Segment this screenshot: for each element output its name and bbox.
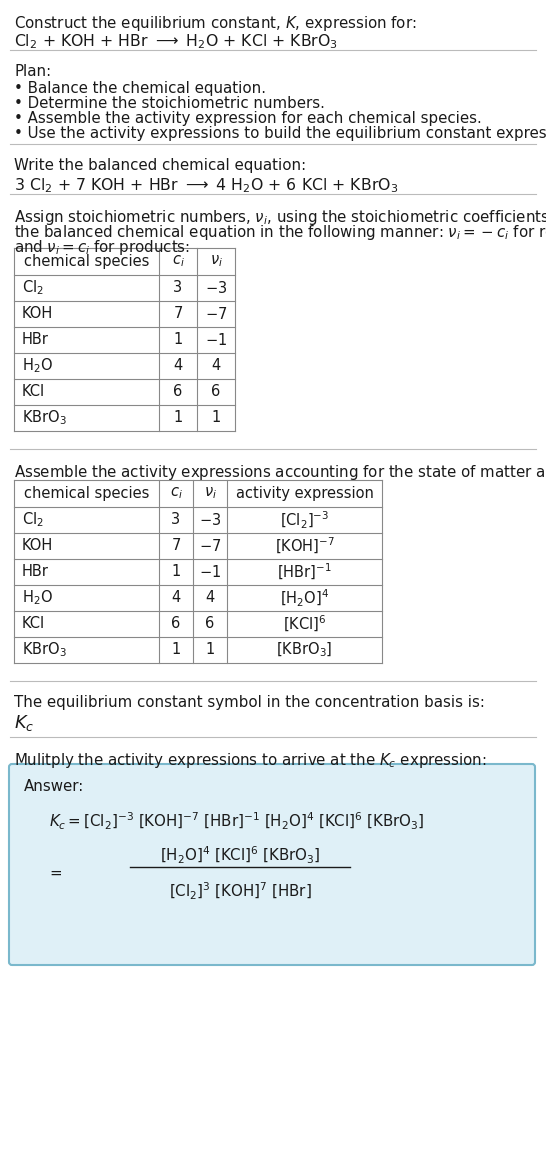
Text: Plan:: Plan: (14, 64, 51, 79)
Text: $c_i$: $c_i$ (170, 486, 182, 501)
Text: $\nu_i$: $\nu_i$ (210, 254, 222, 269)
Text: Assemble the activity expressions accounting for the state of matter and $\nu_i$: Assemble the activity expressions accoun… (14, 463, 546, 482)
Text: 7: 7 (173, 307, 183, 322)
Text: Cl$_2$: Cl$_2$ (22, 511, 44, 529)
Text: activity expression: activity expression (235, 486, 373, 501)
Text: Cl$_2$ + KOH + HBr $\longrightarrow$ H$_2$O + KCl + KBrO$_3$: Cl$_2$ + KOH + HBr $\longrightarrow$ H$_… (14, 31, 338, 50)
Text: $-3$: $-3$ (199, 512, 221, 528)
Text: $\nu_i$: $\nu_i$ (204, 486, 216, 501)
Text: $-7$: $-7$ (199, 538, 221, 554)
Text: 1: 1 (205, 642, 215, 658)
Text: H$_2$O: H$_2$O (22, 589, 53, 607)
Text: Cl$_2$: Cl$_2$ (22, 279, 44, 297)
Text: KBrO$_3$: KBrO$_3$ (22, 408, 67, 428)
Text: $K_c = [\mathrm{Cl_2}]^{-3}\ [\mathrm{KOH}]^{-7}\ [\mathrm{HBr}]^{-1}\ [\mathrm{: $K_c = [\mathrm{Cl_2}]^{-3}\ [\mathrm{KO… (49, 812, 425, 833)
Text: Assign stoichiometric numbers, $\nu_i$, using the stoichiometric coefficients, $: Assign stoichiometric numbers, $\nu_i$, … (14, 208, 546, 227)
Text: =: = (49, 865, 62, 880)
Text: • Determine the stoichiometric numbers.: • Determine the stoichiometric numbers. (14, 96, 325, 111)
Text: the balanced chemical equation in the following manner: $\nu_i = -c_i$ for react: the balanced chemical equation in the fo… (14, 223, 546, 243)
Text: 6: 6 (171, 617, 181, 632)
Text: 3 Cl$_2$ + 7 KOH + HBr $\longrightarrow$ 4 H$_2$O + 6 KCl + KBrO$_3$: 3 Cl$_2$ + 7 KOH + HBr $\longrightarrow$… (14, 176, 398, 195)
Text: $c_i$: $c_i$ (171, 254, 185, 269)
Text: $[\mathrm{KBrO_3}]$: $[\mathrm{KBrO_3}]$ (276, 641, 333, 659)
Text: 4: 4 (174, 358, 182, 373)
Text: 6: 6 (205, 617, 215, 632)
Text: $[\mathrm{KOH}]^{-7}$: $[\mathrm{KOH}]^{-7}$ (275, 536, 335, 556)
Text: Mulitply the activity expressions to arrive at the $K_c$ expression:: Mulitply the activity expressions to arr… (14, 751, 486, 770)
Text: Answer:: Answer: (24, 779, 84, 794)
Text: 4: 4 (211, 358, 221, 373)
Bar (14, 480, 382, 663)
Text: 1: 1 (174, 332, 182, 347)
Text: 1: 1 (171, 642, 181, 658)
Text: 3: 3 (171, 513, 181, 527)
Text: The equilibrium constant symbol in the concentration basis is:: The equilibrium constant symbol in the c… (14, 695, 485, 710)
Text: $[\mathrm{H_2O}]^{4}\ [\mathrm{KCl}]^{6}\ [\mathrm{KBrO_3}]$: $[\mathrm{H_2O}]^{4}\ [\mathrm{KCl}]^{6}… (160, 845, 321, 866)
Bar (14, 248, 235, 431)
Text: HBr: HBr (22, 332, 49, 347)
Text: chemical species: chemical species (24, 254, 149, 269)
Text: $[\mathrm{H_2O}]^{4}$: $[\mathrm{H_2O}]^{4}$ (280, 588, 329, 609)
Text: 3: 3 (174, 281, 182, 295)
Text: H$_2$O: H$_2$O (22, 357, 53, 375)
Text: Construct the equilibrium constant, $\mathit{K}$, expression for:: Construct the equilibrium constant, $\ma… (14, 14, 417, 33)
Text: 6: 6 (174, 385, 182, 400)
Text: KOH: KOH (22, 539, 54, 554)
Text: $\mathit{K}_c$: $\mathit{K}_c$ (14, 712, 34, 733)
Text: 1: 1 (171, 564, 181, 580)
Text: $[\mathrm{Cl_2}]^{3}\ [\mathrm{KOH}]^{7}\ [\mathrm{HBr}]$: $[\mathrm{Cl_2}]^{3}\ [\mathrm{KOH}]^{7}… (169, 881, 311, 902)
Text: KBrO$_3$: KBrO$_3$ (22, 640, 67, 659)
Text: Write the balanced chemical equation:: Write the balanced chemical equation: (14, 159, 306, 173)
Text: $[\mathrm{HBr}]^{-1}$: $[\mathrm{HBr}]^{-1}$ (277, 562, 332, 582)
Text: KOH: KOH (22, 307, 54, 322)
Text: 4: 4 (171, 590, 181, 605)
Text: KCl: KCl (22, 617, 45, 632)
Text: 4: 4 (205, 590, 215, 605)
Text: 7: 7 (171, 539, 181, 554)
Text: $[\mathrm{KCl}]^{6}$: $[\mathrm{KCl}]^{6}$ (283, 614, 326, 634)
Text: • Balance the chemical equation.: • Balance the chemical equation. (14, 80, 266, 96)
Text: $-7$: $-7$ (205, 305, 227, 322)
Text: 6: 6 (211, 385, 221, 400)
Text: • Use the activity expressions to build the equilibrium constant expression.: • Use the activity expressions to build … (14, 126, 546, 141)
Text: 1: 1 (174, 410, 182, 426)
Text: HBr: HBr (22, 564, 49, 580)
Text: $[\mathrm{Cl_2}]^{-3}$: $[\mathrm{Cl_2}]^{-3}$ (280, 510, 329, 531)
Text: $-3$: $-3$ (205, 280, 227, 296)
Text: • Assemble the activity expression for each chemical species.: • Assemble the activity expression for e… (14, 111, 482, 126)
Text: 1: 1 (211, 410, 221, 426)
FancyBboxPatch shape (9, 764, 535, 965)
Text: KCl: KCl (22, 385, 45, 400)
Text: $-1$: $-1$ (205, 332, 227, 347)
Text: $-1$: $-1$ (199, 564, 221, 580)
Text: and $\nu_i = c_i$ for products:: and $\nu_i = c_i$ for products: (14, 238, 190, 257)
Text: chemical species: chemical species (24, 486, 149, 501)
